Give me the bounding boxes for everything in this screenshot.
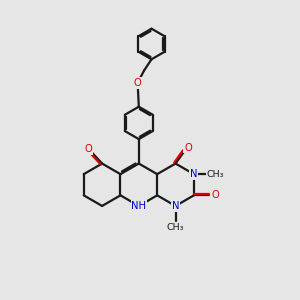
Text: N: N: [172, 201, 179, 211]
Text: O: O: [184, 142, 192, 153]
Text: NH: NH: [131, 201, 146, 211]
Text: O: O: [134, 78, 142, 88]
Text: N: N: [190, 169, 198, 179]
Text: CH₃: CH₃: [167, 223, 184, 232]
Text: O: O: [212, 190, 220, 200]
Text: CH₃: CH₃: [207, 169, 224, 178]
Text: O: O: [84, 144, 92, 154]
